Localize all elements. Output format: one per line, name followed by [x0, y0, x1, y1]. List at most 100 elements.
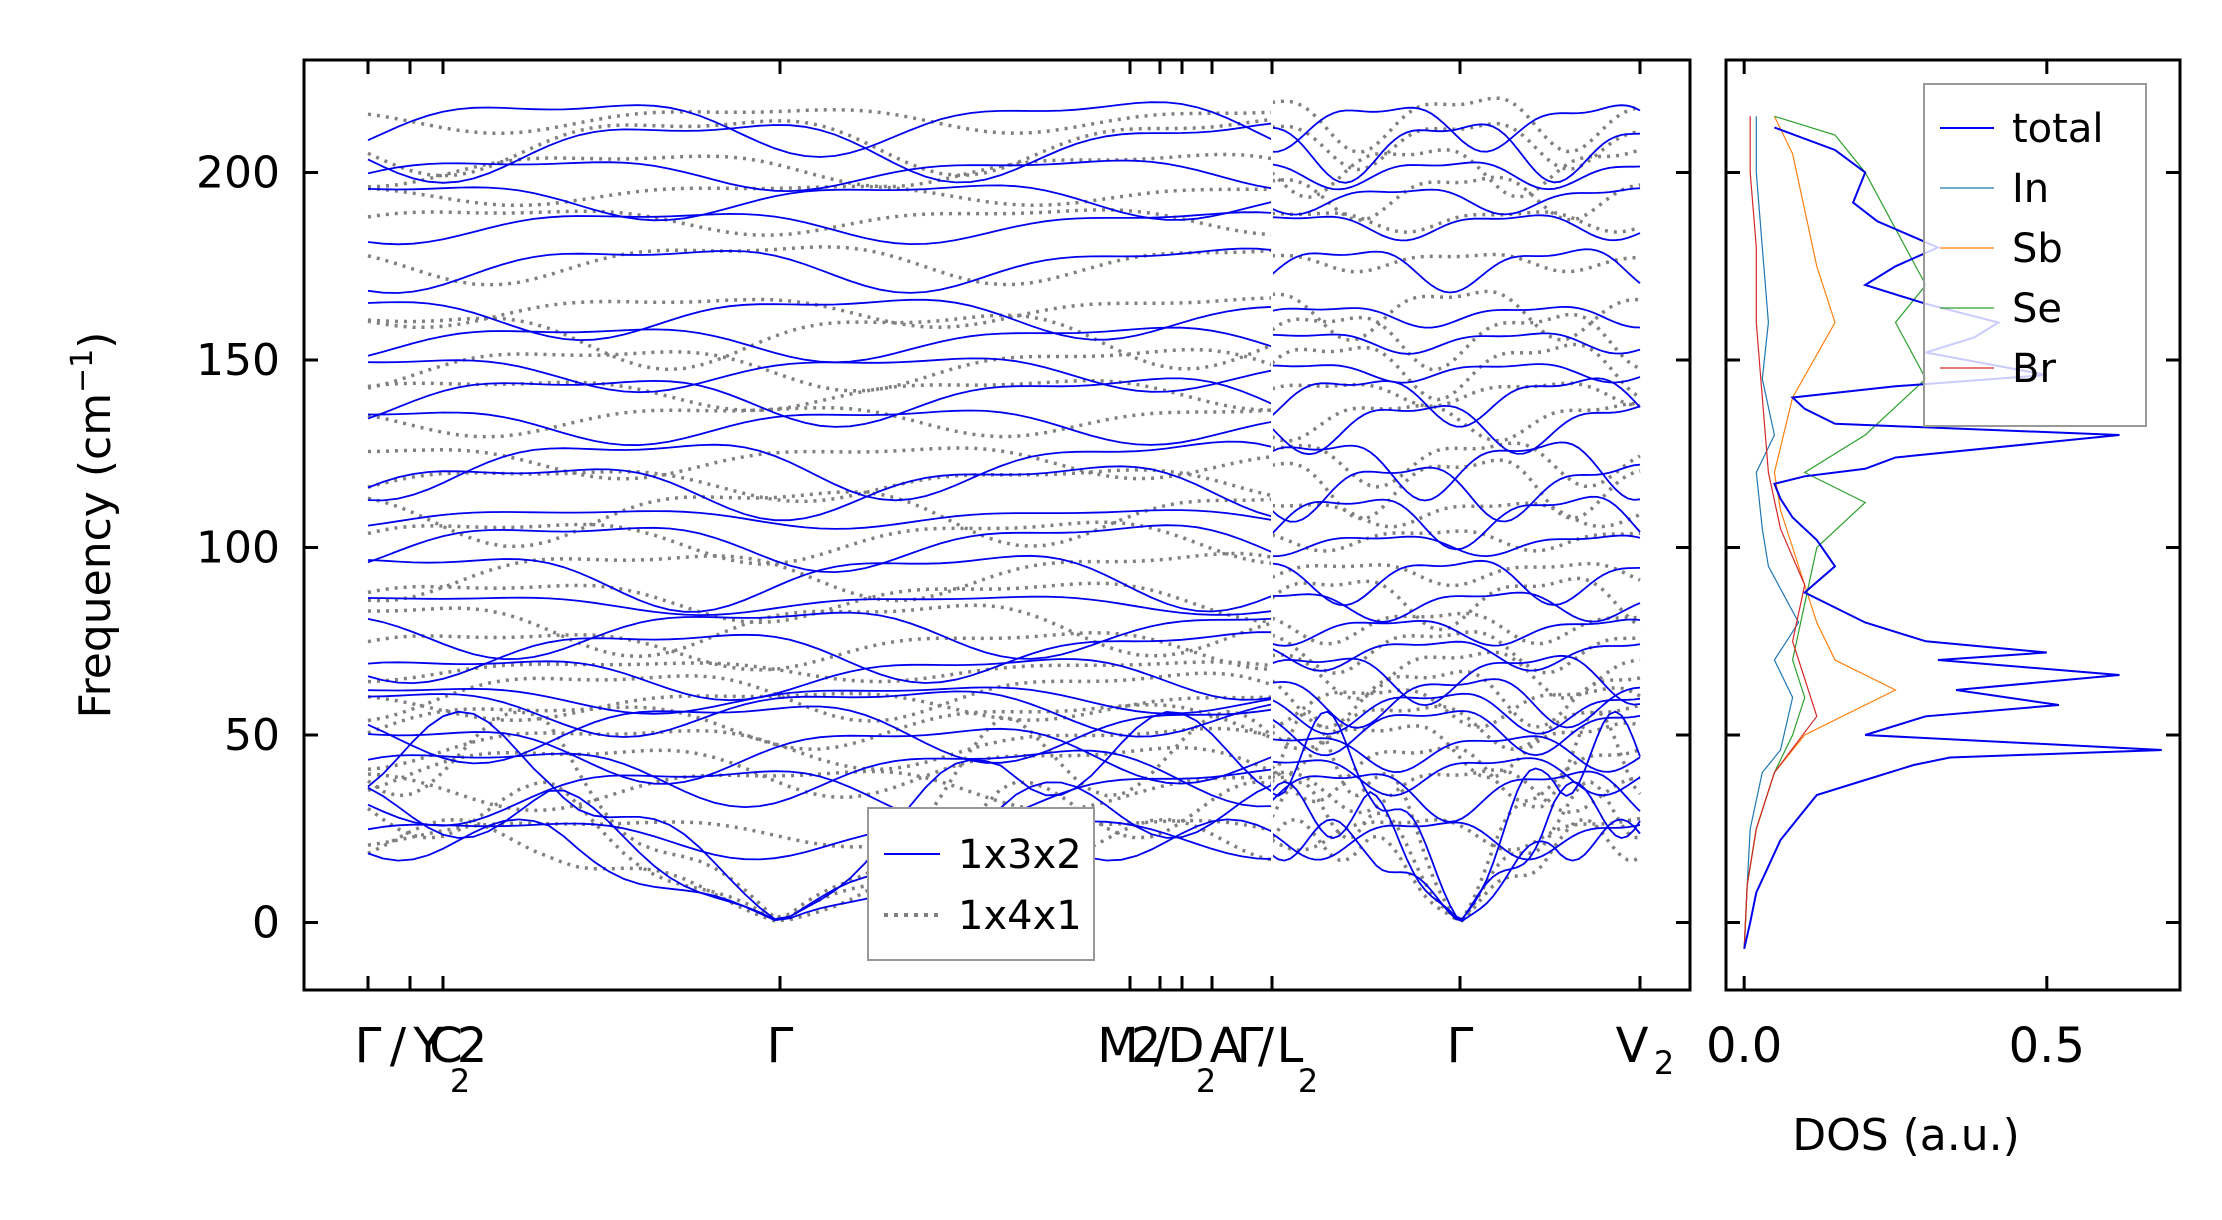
band-1x3x2	[1271, 559, 1641, 607]
band-1x3x2	[1271, 654, 1641, 707]
y-tick-label: 150	[196, 335, 280, 386]
band-1x3x2	[367, 595, 1273, 617]
band-1x3x2	[1271, 305, 1641, 329]
band-1x3x2	[1271, 770, 1641, 823]
y-tick-label: 50	[224, 710, 280, 761]
dos-line-br	[1743, 116, 1818, 949]
k-point-label: Γ	[1237, 1018, 1264, 1074]
dos-axis-ticks: 0.0 0.5	[1706, 60, 2180, 1074]
k-point-label: V	[1616, 1018, 1649, 1074]
band-1x4x1	[1271, 252, 1641, 274]
dos-legend-label-se: Se	[2012, 286, 2062, 332]
band-1x4x1	[1271, 381, 1641, 409]
band-1x4x1	[1271, 650, 1641, 701]
dos-line-total	[1743, 126, 2162, 950]
band-1x4x1	[1271, 561, 1641, 588]
dos-plot-frame	[1724, 58, 2182, 992]
legend-label-1x3x2: 1x3x2	[958, 832, 1082, 878]
band-1x3x2	[1271, 104, 1641, 153]
band-1x3x2	[367, 710, 1273, 921]
band-1x3x2	[367, 101, 1273, 158]
band-1x4x1	[367, 378, 1273, 413]
band-1x3x2	[368, 409, 1273, 447]
band-1x3x2	[1271, 463, 1641, 523]
band-1x4x1	[1271, 441, 1641, 489]
y-tick-label: 200	[196, 148, 280, 199]
dos-line-se	[1743, 115, 1927, 949]
band-1x3x2	[367, 509, 1273, 530]
band-1x3x2	[367, 768, 1273, 827]
k-point-label: /	[1258, 1018, 1275, 1074]
band-1x3x2	[367, 631, 1272, 685]
dos-legend-box	[1923, 83, 2147, 427]
band-1x4x1	[367, 313, 1273, 372]
k-point-label: M	[1097, 1018, 1138, 1074]
k-point-label: Γ	[1447, 1018, 1474, 1074]
band-1x3x2	[367, 326, 1273, 364]
band-1x3x2	[367, 211, 1273, 246]
dos-legend-label-br: Br	[2012, 346, 2056, 392]
band-1x3x2	[367, 554, 1273, 613]
band-1x4x1	[366, 780, 1273, 922]
band-1x3x2	[1271, 214, 1641, 242]
dos-legend-label-in: In	[2012, 166, 2049, 212]
band-1x4x1	[1270, 709, 1642, 922]
k-point-label: 2	[450, 1062, 470, 1100]
band-1x4x1	[1270, 312, 1641, 372]
band-1x3x2	[367, 524, 1273, 574]
band-1x4x1	[367, 152, 1273, 189]
band-1x3x2	[367, 122, 1273, 184]
k-point-label: 2	[1131, 1018, 1162, 1074]
band-1x3x2	[1271, 248, 1641, 294]
band-1x3x2	[1271, 710, 1641, 757]
band-1x4x1	[1271, 611, 1641, 646]
dos-x-tick-label: 0.0	[1706, 1018, 1782, 1074]
band-1x4x1	[1271, 96, 1641, 154]
dos-line-in	[1743, 116, 1800, 949]
y-tick-label: 100	[196, 523, 280, 574]
band-1x3x2	[367, 440, 1273, 502]
band-1x4x1	[367, 520, 1273, 566]
band-1x3x2	[367, 658, 1273, 702]
dos-x-tick-label: 0.5	[2009, 1018, 2085, 1074]
k-point-label: D	[1168, 1018, 1205, 1074]
k-point-label: 2	[1654, 1044, 1674, 1082]
band-1x4x1	[367, 184, 1273, 208]
band-1x4x1	[1271, 501, 1641, 529]
k-point-label: Y	[412, 1018, 443, 1074]
band-1x4x1	[367, 702, 1273, 751]
band-1x3x2	[1271, 495, 1641, 551]
dos-line-sb	[1743, 116, 1897, 949]
band-1x3x2	[367, 690, 1273, 738]
k-point-label: /	[390, 1018, 407, 1074]
legend-label-1x4x1: 1x4x1	[958, 893, 1082, 939]
band-1x3x2	[367, 818, 1273, 922]
band-1x3x2	[1271, 640, 1641, 672]
band-1x3x2	[367, 820, 1273, 861]
band-1x3x2	[1271, 618, 1641, 647]
y-axis-label: Frequency (cm−1)	[65, 332, 121, 719]
band-plot-frame	[302, 58, 1692, 992]
band-1x3x2	[1271, 377, 1641, 428]
k-point-label: 2	[1298, 1062, 1318, 1100]
band-1x3x2	[1271, 591, 1641, 623]
band-1x3x2	[367, 377, 1273, 428]
band-1x4x1	[1271, 175, 1641, 222]
band-1x3x2	[1271, 735, 1641, 774]
band-1x3x2	[367, 298, 1273, 342]
band-1x3x2	[367, 781, 1273, 921]
dos-lines	[1743, 115, 2162, 950]
y-axis-label-superscript: −1	[65, 349, 100, 393]
band-1x4x1	[367, 551, 1273, 603]
band-1x4x1	[1271, 289, 1641, 342]
band-1x4x1	[1271, 210, 1641, 234]
band-1x3x2	[1271, 780, 1641, 921]
band-1x3x2	[1271, 757, 1641, 797]
k-point-label: 2	[457, 1018, 488, 1074]
band-1x4x1	[1271, 768, 1641, 815]
band-1x4x1	[367, 468, 1273, 504]
dos-x-axis-label: DOS (a.u.)	[1792, 1110, 2020, 1161]
band-1x3x2	[367, 184, 1273, 222]
band-1x4x1	[1271, 458, 1641, 521]
